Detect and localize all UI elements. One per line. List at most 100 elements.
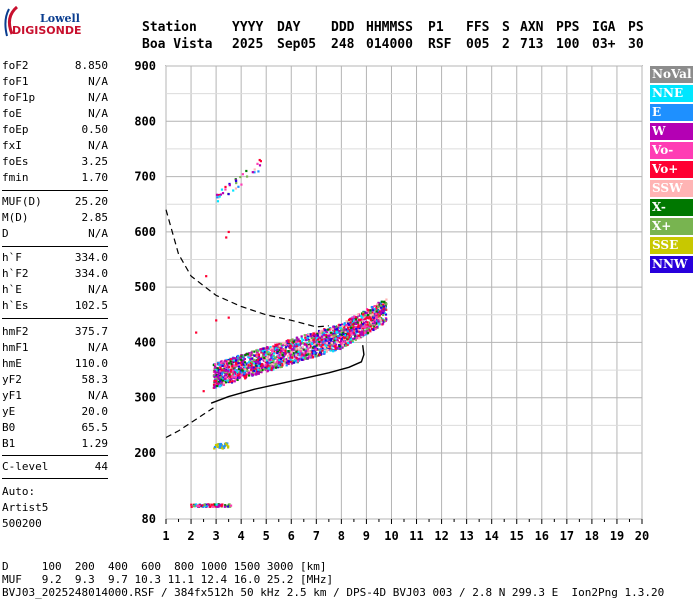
echo-f2: [266, 352, 269, 355]
echo-f2: [284, 353, 287, 356]
echo-f2: [232, 357, 235, 360]
chart-grid: [165, 65, 643, 520]
echo-f2: [372, 320, 376, 324]
echo-f2: [216, 374, 220, 377]
echo-f2: [220, 378, 223, 381]
echo-f2: [272, 354, 275, 358]
param-value: N/A: [88, 227, 108, 240]
echo-f2: [250, 368, 253, 371]
echo-f2: [226, 364, 229, 367]
echo-es: [229, 504, 233, 507]
echo-f2: [287, 362, 290, 366]
echo-f2: [276, 349, 279, 353]
echo-f2: [235, 373, 239, 377]
echo-f2: [337, 336, 340, 339]
echo-scatter: [227, 316, 230, 319]
echo-f2: [248, 360, 251, 363]
echo-f2: [279, 353, 282, 356]
echo-f2: [317, 329, 321, 333]
echo-f2: [236, 356, 240, 359]
param-name: MUF(D): [2, 195, 42, 208]
echo-f2: [345, 340, 349, 343]
echo-f2: [348, 318, 352, 321]
echo-f2: [308, 343, 311, 346]
echo-f2: [335, 331, 338, 334]
echo-f2: [255, 373, 258, 376]
echo-f2: [339, 335, 342, 339]
x-tick-label: 17: [560, 529, 574, 543]
echo-f2: [229, 377, 232, 380]
echo-f2: [313, 336, 316, 339]
echo-f2: [318, 336, 321, 339]
echo-f2: [279, 366, 282, 369]
param-value: 334.0: [74, 251, 108, 264]
echo-f2: [224, 373, 227, 376]
echo-f2: [242, 357, 245, 360]
echo-f2: [274, 364, 277, 367]
echo-f2: [236, 378, 239, 381]
echo-f2: [266, 346, 269, 349]
echo-f2: [323, 352, 326, 355]
echo-f2: [268, 368, 271, 371]
echo-f2: [303, 334, 306, 337]
echo-f2: [367, 309, 370, 312]
echo-f2: [281, 352, 284, 355]
echo-f2: [379, 302, 382, 305]
echo-f2: [269, 358, 273, 362]
param-name: h`F2: [2, 267, 29, 280]
echo-f2: [246, 369, 249, 372]
echo-f2: [233, 371, 236, 374]
param-foF1p: foF1p N/A: [2, 90, 108, 106]
echo-f2: [260, 351, 263, 354]
echo-f2: [247, 373, 250, 376]
echo-2f: [216, 200, 220, 203]
echo-f2: [252, 364, 255, 367]
echo-f2: [312, 345, 315, 348]
echo-f2: [382, 312, 385, 315]
echo-f2: [365, 330, 368, 333]
echo-f2: [247, 364, 250, 367]
echo-f2: [362, 326, 365, 330]
echo-f2: [261, 355, 265, 358]
echo-f2: [216, 361, 220, 365]
echo-f2: [256, 349, 259, 352]
echo-f2: [250, 364, 253, 367]
echo-f2: [279, 343, 283, 346]
echo-f2: [247, 366, 250, 369]
echo-f2: [221, 381, 224, 384]
echo-f2: [311, 342, 314, 345]
echo-es: [225, 505, 228, 508]
y-tick-label: 500: [134, 280, 156, 294]
echo-f2: [228, 363, 231, 366]
param-divider: [2, 190, 108, 191]
echo-f2: [262, 353, 265, 356]
echo-f2: [237, 360, 240, 363]
echo-f2: [271, 352, 274, 355]
echo-f2: [293, 353, 296, 356]
echo-f2: [263, 368, 266, 371]
echo-f2: [288, 346, 291, 349]
echo-f2: [362, 329, 365, 332]
echo-f2: [360, 324, 363, 327]
echo-f2: [277, 360, 280, 363]
y-tick-label: 200: [134, 446, 156, 460]
echo-f2: [294, 352, 297, 355]
echo-f2: [230, 372, 233, 375]
echo-f2: [231, 366, 234, 369]
echo-f2: [352, 319, 355, 323]
echo-f2: [229, 380, 232, 383]
echo-f2: [327, 345, 330, 349]
echo-f2: [219, 384, 223, 387]
echo-f2: [307, 345, 311, 348]
legend-x-plus: X+: [650, 218, 693, 235]
echo-f2: [356, 328, 359, 331]
echo-f2: [237, 367, 241, 371]
echo-f2: [270, 356, 273, 359]
echo-f2: [378, 323, 381, 326]
echo-f2: [213, 379, 216, 383]
echo-f2: [350, 318, 353, 321]
param-value: N/A: [88, 75, 108, 88]
echo-f2: [345, 344, 348, 347]
echo-f2: [290, 362, 294, 365]
echo-scatter: [195, 331, 198, 334]
